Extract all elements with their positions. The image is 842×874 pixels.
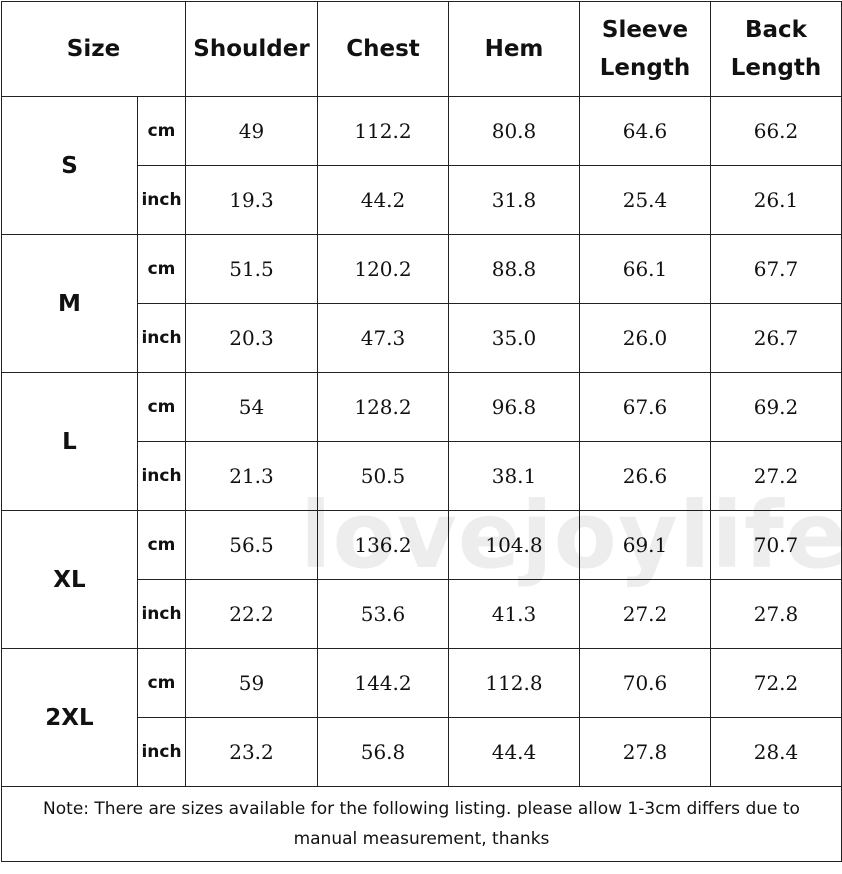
table-row: inch 19.3 44.2 31.8 25.4 26.1 [2, 165, 842, 235]
measurement-cell: 128.2 [317, 372, 449, 442]
measurement-cell: 69.1 [579, 510, 711, 580]
measurement-cell: 49 [185, 96, 318, 166]
measurement-cell: 88.8 [448, 234, 580, 304]
header-back-length: Back Length [710, 1, 842, 97]
table-row: XL cm 56.5 136.2 104.8 69.1 70.7 [1, 510, 842, 649]
measurement-cell: 59 [185, 648, 318, 718]
measurement-cell: 72.2 [710, 648, 842, 718]
size-label: M [1, 234, 138, 373]
measurement-cell: 41.3 [448, 579, 580, 649]
measurement-cell: 27.2 [710, 441, 842, 511]
measurement-cell: 66.2 [710, 96, 842, 166]
measurement-cell: 64.6 [579, 96, 711, 166]
measurement-cell: 47.3 [317, 303, 449, 373]
header-hem: Hem [448, 1, 580, 97]
measurement-cell: 27.2 [579, 579, 711, 649]
measurement-cell: 136.2 [317, 510, 449, 580]
measurement-cell: 19.3 [185, 165, 318, 235]
header-shoulder: Shoulder [185, 1, 318, 97]
measurement-cell: 44.4 [448, 717, 580, 787]
measurement-cell: 22.2 [185, 579, 318, 649]
table-row: inch 21.3 50.5 38.1 26.6 27.2 [2, 441, 842, 511]
header-row: Size Shoulder Chest Hem Sleeve Length Ba… [1, 1, 842, 97]
measurement-cell: 21.3 [185, 441, 318, 511]
size-label: L [1, 372, 138, 511]
measurement-cell: 27.8 [710, 579, 842, 649]
measurement-cell: 51.5 [185, 234, 318, 304]
unit-label: inch [137, 441, 186, 511]
measurement-cell: 23.2 [185, 717, 318, 787]
measurement-cell: 96.8 [448, 372, 580, 442]
measurement-cell: 70.6 [579, 648, 711, 718]
measurement-cell: 67.6 [579, 372, 711, 442]
measurement-cell: 31.8 [448, 165, 580, 235]
size-label: S [1, 96, 138, 235]
measurement-cell: 112.8 [448, 648, 580, 718]
measurement-cell: 50.5 [317, 441, 449, 511]
measurement-cell: 80.8 [448, 96, 580, 166]
measurement-cell: 38.1 [448, 441, 580, 511]
unit-label: inch [137, 165, 186, 235]
measurement-cell: 20.3 [185, 303, 318, 373]
measurement-cell: 70.7 [710, 510, 842, 580]
table-row: 2XL cm 59 144.2 112.8 70.6 72.2 [1, 648, 842, 787]
measurement-cell: 44.2 [317, 165, 449, 235]
unit-label: inch [137, 579, 186, 649]
measurement-cell: 25.4 [579, 165, 711, 235]
size-label: XL [1, 510, 138, 649]
measurement-cell: 28.4 [710, 717, 842, 787]
size-label: 2XL [1, 648, 138, 787]
header-size: Size [1, 1, 186, 97]
measurement-cell: 54 [185, 372, 318, 442]
measurement-cell: 26.7 [710, 303, 842, 373]
measurement-cell: 26.1 [710, 165, 842, 235]
measurement-cell: 144.2 [317, 648, 449, 718]
measurement-cell: 53.6 [317, 579, 449, 649]
header-chest: Chest [317, 1, 449, 97]
measurement-cell: 56.5 [185, 510, 318, 580]
measurement-cell: 69.2 [710, 372, 842, 442]
measurement-cell: 66.1 [579, 234, 711, 304]
unit-label: cm [137, 510, 186, 580]
measurement-cell: 112.2 [317, 96, 449, 166]
note-text: Note: There are sizes available for the … [1, 786, 842, 862]
measurement-cell: 104.8 [448, 510, 580, 580]
header-sleeve-length: Sleeve Length [579, 1, 711, 97]
unit-label: cm [137, 372, 186, 442]
measurement-cell: 26.6 [579, 441, 711, 511]
measurement-cell: 120.2 [317, 234, 449, 304]
unit-label: cm [137, 234, 186, 304]
measurement-cell: 56.8 [317, 717, 449, 787]
unit-label: cm [137, 96, 186, 166]
measurement-cell: 67.7 [710, 234, 842, 304]
unit-label: cm [137, 648, 186, 718]
unit-label: inch [137, 303, 186, 373]
measurement-cell: 35.0 [448, 303, 580, 373]
measurement-cell: 26.0 [579, 303, 711, 373]
table-row: inch 20.3 47.3 35.0 26.0 26.7 [2, 303, 842, 373]
unit-label: inch [137, 717, 186, 787]
measurement-cell: 27.8 [579, 717, 711, 787]
